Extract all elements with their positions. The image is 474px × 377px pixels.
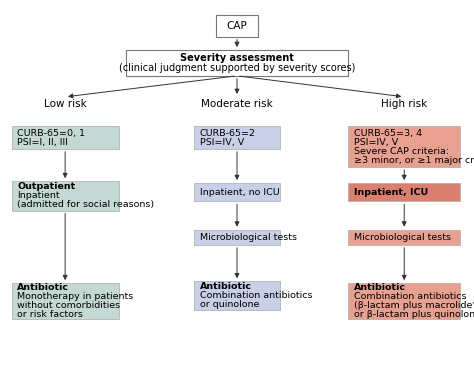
FancyBboxPatch shape (12, 181, 118, 211)
FancyBboxPatch shape (194, 281, 280, 310)
Text: Antibiotic: Antibiotic (17, 283, 69, 292)
FancyBboxPatch shape (194, 126, 280, 149)
FancyBboxPatch shape (126, 50, 348, 76)
Text: ≥3 minor, or ≥1 major criteria: ≥3 minor, or ≥1 major criteria (354, 156, 474, 165)
Text: or β-lactam plus quinolone): or β-lactam plus quinolone) (354, 310, 474, 319)
Text: Combination antibiotics: Combination antibiotics (354, 292, 466, 301)
Text: Moderate risk: Moderate risk (201, 98, 273, 109)
Text: Antibiotic: Antibiotic (354, 283, 406, 292)
Text: Combination antibiotics: Combination antibiotics (200, 291, 312, 300)
Text: PSI=IV, V: PSI=IV, V (354, 138, 398, 147)
Text: Inpatient, ICU: Inpatient, ICU (354, 188, 428, 197)
Text: Microbiological tests: Microbiological tests (200, 233, 297, 242)
Text: High risk: High risk (381, 98, 428, 109)
FancyBboxPatch shape (194, 183, 280, 201)
Text: Inpatient, no ICU: Inpatient, no ICU (200, 188, 279, 197)
Text: without comorbidities: without comorbidities (17, 301, 120, 310)
FancyBboxPatch shape (12, 283, 118, 319)
Text: Antibiotic: Antibiotic (200, 282, 252, 291)
Text: or quinolone: or quinolone (200, 300, 259, 309)
Text: Low risk: Low risk (44, 98, 86, 109)
Text: (β-lactam plus macrolide*: (β-lactam plus macrolide* (354, 301, 474, 310)
Text: PSI=IV, V: PSI=IV, V (200, 138, 244, 147)
Text: CURB-65=0, 1: CURB-65=0, 1 (17, 129, 85, 138)
Text: or risk factors: or risk factors (17, 310, 83, 319)
FancyBboxPatch shape (348, 230, 460, 245)
Text: Severe CAP criteria:: Severe CAP criteria: (354, 147, 449, 156)
Text: CAP: CAP (227, 21, 247, 31)
FancyBboxPatch shape (216, 15, 258, 37)
FancyBboxPatch shape (348, 283, 460, 319)
Text: CURB-65=3, 4: CURB-65=3, 4 (354, 129, 422, 138)
FancyBboxPatch shape (12, 126, 118, 149)
Text: Outpatient: Outpatient (17, 182, 75, 192)
Text: Monotherapy in patients: Monotherapy in patients (17, 292, 134, 301)
Text: (clinical judgment supported by severity scores): (clinical judgment supported by severity… (119, 63, 355, 72)
Text: Inpatient: Inpatient (17, 192, 60, 201)
FancyBboxPatch shape (348, 126, 460, 167)
Text: PSI=I, II, III: PSI=I, II, III (17, 138, 68, 147)
Text: Severity assessment: Severity assessment (180, 53, 294, 63)
FancyBboxPatch shape (348, 183, 460, 201)
Text: CURB-65=2: CURB-65=2 (200, 129, 255, 138)
Text: (admitted for social reasons): (admitted for social reasons) (17, 201, 155, 209)
FancyBboxPatch shape (194, 230, 280, 245)
Text: Microbiological tests: Microbiological tests (354, 233, 451, 242)
